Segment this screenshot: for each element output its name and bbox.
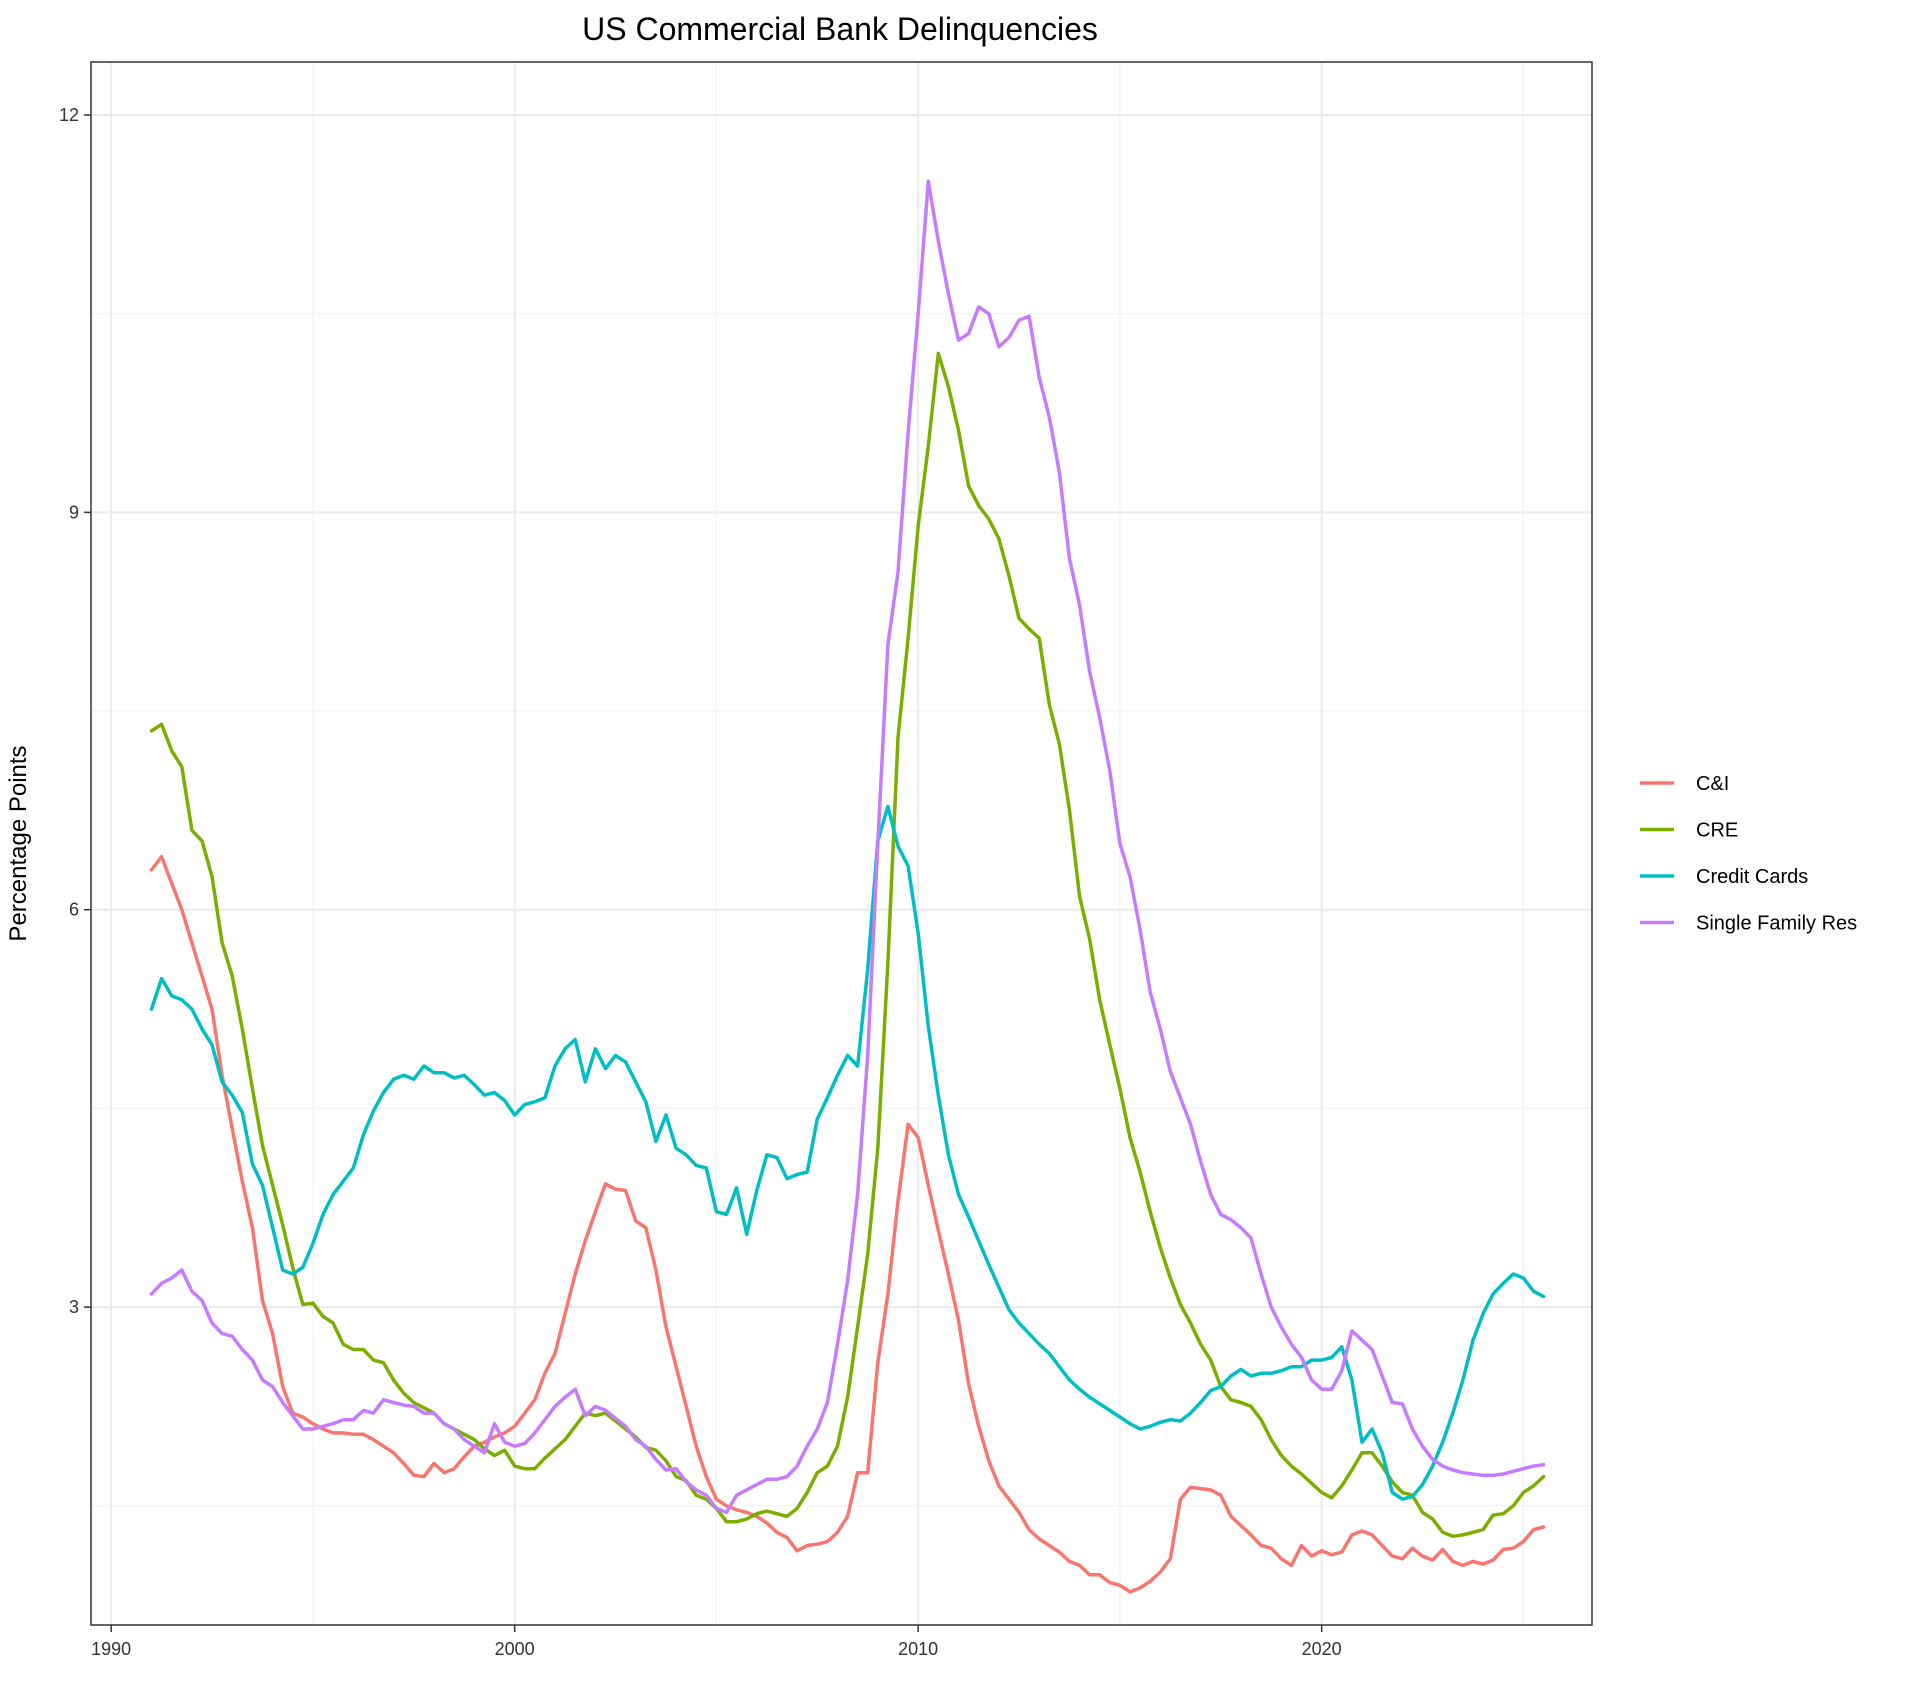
series-line-c-i xyxy=(149,854,1546,1594)
x-tick-label: 2010 xyxy=(898,1639,938,1659)
y-tick-label: 9 xyxy=(69,502,79,522)
y-tick-label: 6 xyxy=(69,900,79,920)
x-tick-label: 2000 xyxy=(495,1639,535,1659)
legend-label-single-family-res: Single Family Res xyxy=(1696,913,1857,935)
y-tick-label: 12 xyxy=(59,105,79,125)
series-lines xyxy=(149,179,1546,1594)
legend: C&I CRE Credit Cards Single Family Res xyxy=(1640,773,1857,935)
legend-label-credit-cards: Credit Cards xyxy=(1696,866,1808,888)
x-tick-label: 1990 xyxy=(91,1639,131,1659)
legend-label-c-i: C&I xyxy=(1696,773,1729,795)
chart-title: US Commercial Bank Delinquencies xyxy=(582,11,1098,47)
legend-label-cre: CRE xyxy=(1696,820,1738,842)
grid-lines xyxy=(91,62,1592,1625)
series-line-single-family-res xyxy=(149,179,1546,1515)
series-line-credit-cards xyxy=(149,804,1546,1501)
y-axis-label: Percentage Points xyxy=(5,745,32,941)
x-tick-label: 2020 xyxy=(1302,1639,1342,1659)
series-line-cre xyxy=(149,351,1546,1539)
plot-panel-border xyxy=(90,61,1593,1626)
y-tick-label: 3 xyxy=(69,1297,79,1317)
axes: 1990 2000 2010 2020 3 6 9 12 xyxy=(59,105,1342,1659)
